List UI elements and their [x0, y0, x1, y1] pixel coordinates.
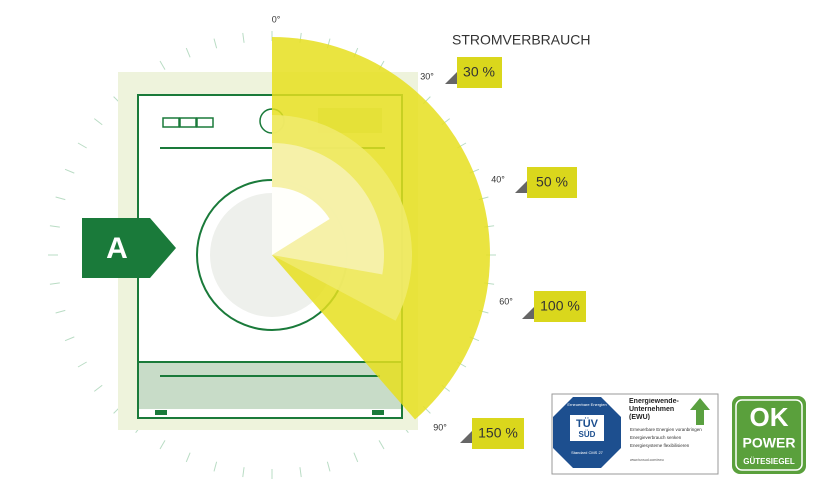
dial-tick — [93, 118, 103, 126]
dial-tick — [55, 196, 66, 201]
dial-tick — [185, 452, 191, 463]
dial-tick — [353, 452, 359, 463]
badge-text: Erneuerbare Energien voranbringen — [630, 427, 702, 432]
title: STROMVERBRAUCH — [452, 32, 590, 48]
value-box: 150 % — [460, 418, 524, 449]
button — [196, 117, 214, 128]
dial-tick — [159, 60, 166, 70]
foot — [372, 410, 384, 415]
seal-text: GÜTESIEGEL — [743, 457, 795, 466]
consumption-label: 100 % — [540, 298, 580, 314]
dial-label: 90° — [433, 422, 447, 432]
badge-text: Erneuerbare Energien — [567, 402, 606, 407]
energy-class-arrow — [82, 218, 176, 278]
badge-text: TÜV — [576, 417, 599, 430]
badge-text: Standard CMS 27 — [571, 450, 604, 455]
dial-label: 60° — [499, 296, 513, 306]
consumption-label: 30 % — [463, 64, 495, 80]
dial-tick — [49, 282, 60, 285]
foot — [155, 410, 167, 415]
dial-tick — [64, 336, 75, 342]
wedge — [272, 187, 330, 255]
ok-power-seal: OK POWER GÜTESIEGEL — [732, 396, 806, 474]
value-box: 50 % — [515, 167, 577, 198]
dial-label: 40° — [491, 174, 505, 184]
dial-tick — [213, 38, 218, 49]
dial-tick — [299, 467, 302, 478]
seal-text: POWER — [743, 435, 796, 451]
dial-tick — [185, 47, 191, 58]
dial-tick — [55, 309, 66, 314]
badge-heading: Energiewende-Unternehmen (EWU) — [629, 398, 679, 420]
dial-tick — [77, 142, 87, 149]
badge-text: Energiesysteme flexibilisieren — [630, 443, 690, 448]
dial-tick — [93, 384, 103, 392]
dial-tick — [326, 461, 331, 472]
badge-text: Energieverbrauch senken — [630, 435, 682, 440]
button — [162, 117, 180, 128]
seal-text: OK — [750, 402, 789, 432]
energy-class: A — [106, 232, 128, 265]
badge-text: SÜD — [579, 430, 596, 439]
badge-text: Energiewende-Unternehmen (EWU) — [629, 398, 679, 420]
dial-label: 0° — [272, 14, 281, 24]
consumption-label: 50 % — [536, 174, 568, 190]
badge-text: www.tuvsud.com/ewu — [630, 458, 664, 462]
value-box: 100 % — [522, 291, 586, 322]
dial-tick — [159, 440, 166, 450]
wedge — [272, 143, 384, 275]
dial-tick — [242, 467, 245, 478]
dial-tick — [378, 440, 385, 450]
drawer — [139, 363, 401, 409]
dial-tick — [49, 225, 60, 228]
dial-tick — [213, 461, 218, 472]
dial-tick — [64, 168, 75, 174]
button — [179, 117, 197, 128]
value-box: 30 % — [445, 57, 502, 88]
dial-tick — [242, 32, 245, 43]
consumption-label: 150 % — [478, 425, 518, 441]
dial-tick — [77, 361, 87, 368]
consumption-wedges — [272, 37, 491, 420]
dial-label: 30° — [420, 71, 434, 81]
tuv-badge: Erneuerbare Energien TÜV SÜD Standard CM… — [551, 393, 719, 475]
